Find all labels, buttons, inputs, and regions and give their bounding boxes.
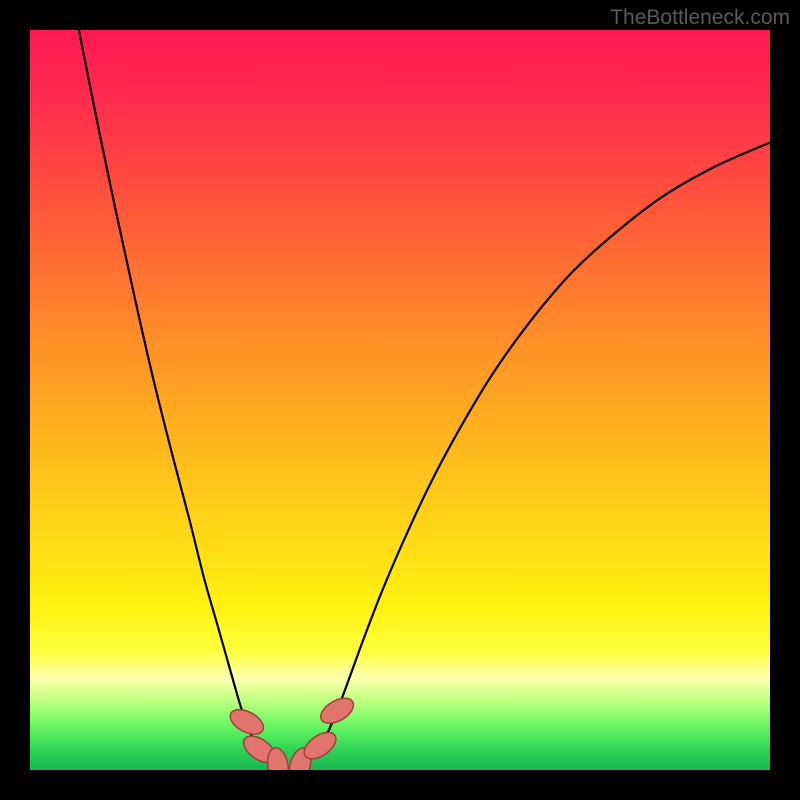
watermark-text: TheBottleneck.com xyxy=(610,6,790,30)
curve-marker xyxy=(226,705,267,740)
curve-marker xyxy=(317,693,358,728)
plot-area xyxy=(30,30,770,770)
bottleneck-curve xyxy=(30,30,770,770)
